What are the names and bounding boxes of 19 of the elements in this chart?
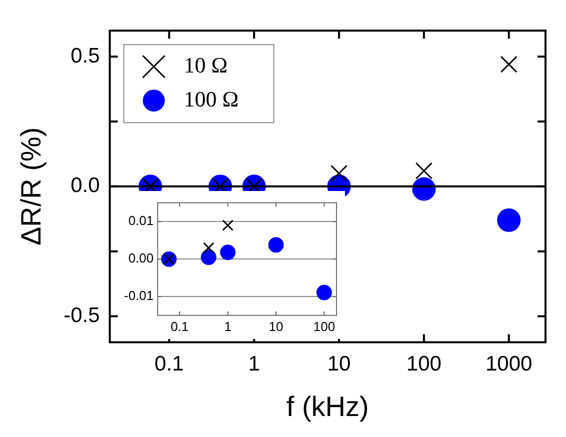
y-tick-label: 0.5 xyxy=(70,44,100,68)
y-axis-title: ΔR/R (%) xyxy=(16,127,47,246)
y-tick-label: 0.00 xyxy=(128,250,154,266)
y-tick-label: 0.0 xyxy=(70,174,100,198)
x-axis-title: f (kHz) xyxy=(286,390,369,422)
x-tick-label: 1 xyxy=(248,352,260,376)
x-tick-label: 100 xyxy=(406,352,442,376)
x-tick-label: 0.1 xyxy=(170,318,189,334)
legend-label: 10 Ω xyxy=(184,52,228,78)
y-tick-label: -0.01 xyxy=(124,288,154,304)
legend-label: 100 Ω xyxy=(184,86,239,112)
x-tick-label: 10 xyxy=(327,352,351,376)
y-tick-label: 0.01 xyxy=(128,213,154,228)
x-tick-label: 1000 xyxy=(486,352,532,376)
x-tick-label: 10 xyxy=(268,318,284,334)
x-tick-label: 1 xyxy=(224,318,232,334)
x-tick-label: 100 xyxy=(313,318,336,334)
x-tick-label: 0.1 xyxy=(154,352,184,376)
y-tick-label: -0.5 xyxy=(64,304,100,328)
